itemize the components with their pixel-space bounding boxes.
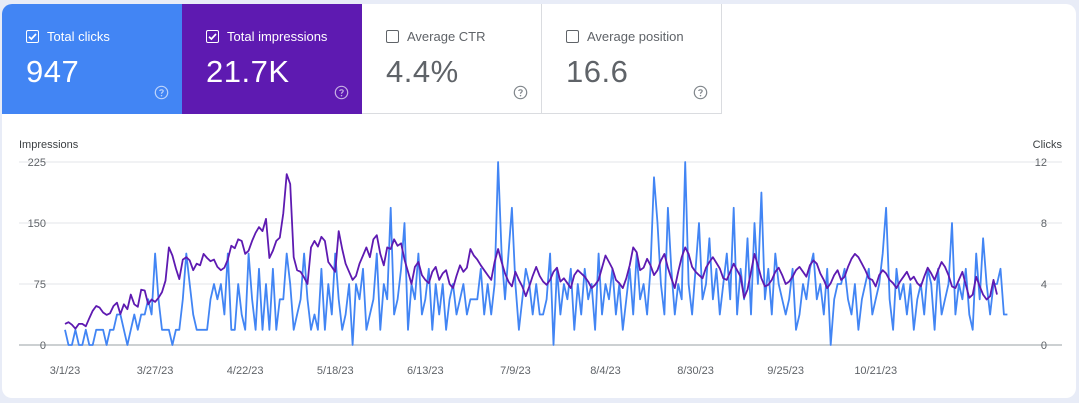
chart-series [64,161,1008,346]
performance-chart: Impressions Clicks 225 150 75 0 12 8 4 0 3/1/2… [19,139,1063,377]
left-axis-ticks: 225 150 75 0 [28,157,46,352]
metric-tabs: Total clicks 947 Total impressions 21.7K [2,4,722,114]
total-impressions-tab[interactable]: Total impressions 21.7K [182,4,362,114]
right-axis-title: Clicks [1033,139,1063,151]
left-axis-tick-label: 75 [34,279,46,291]
average-position-label: Average position [587,29,684,44]
x-axis-tick-label: 6/13/23 [407,365,444,377]
clicks-series-line [64,161,1008,346]
right-axis-tick-label: 4 [1041,279,1047,291]
chart-gridlines [19,161,1062,346]
average-ctr-value: 4.4% [386,54,459,89]
x-axis-tick-label: 3/27/23 [137,365,174,377]
right-axis-tick-label: 0 [1041,340,1047,352]
average-position-tab[interactable]: Average position 16.6 [542,4,722,114]
help-circle-icon[interactable] [513,85,528,100]
average-ctr-tab[interactable]: Average CTR 4.4% [362,4,542,114]
left-axis-tick-label: 225 [28,157,46,169]
checkbox-unchecked-icon[interactable] [566,30,579,43]
impressions-series-line [64,173,998,330]
total-clicks-header: Total clicks [26,29,110,44]
help-circle-icon[interactable] [334,85,349,100]
x-axis-tick-label: 8/4/23 [590,365,621,377]
right-axis-tick-label: 12 [1035,157,1047,169]
x-axis-ticks: 3/1/23 3/27/23 4/22/23 5/18/23 6/13/23 7/9/23… [50,365,897,377]
total-impressions-header: Total impressions [206,29,327,44]
average-position-header: Average position [566,29,684,44]
total-clicks-tab[interactable]: Total clicks 947 [2,4,182,114]
performance-card: Total clicks 947 Total impressions 21.7K [2,4,1076,398]
right-axis-tick-label: 8 [1041,218,1047,230]
total-clicks-label: Total clicks [47,29,110,44]
average-ctr-label: Average CTR [407,29,486,44]
left-axis-title: Impressions [19,139,79,151]
total-clicks-value: 947 [26,54,80,89]
average-ctr-header: Average CTR [386,29,486,44]
left-axis-tick-label: 150 [28,218,46,230]
checkbox-checked-icon[interactable] [206,30,219,43]
checkbox-unchecked-icon[interactable] [386,30,399,43]
x-axis-tick-label: 8/30/23 [677,365,714,377]
x-axis-tick-label: 3/1/23 [50,365,81,377]
average-position-value: 16.6 [566,54,629,89]
help-circle-icon[interactable] [693,85,708,100]
x-axis-tick-label: 9/25/23 [767,365,804,377]
x-axis-tick-label: 10/21/23 [854,365,897,377]
total-impressions-label: Total impressions [227,29,328,44]
x-axis-tick-label: 5/18/23 [317,365,354,377]
x-axis-tick-label: 7/9/23 [500,365,531,377]
right-axis-ticks: 12 8 4 0 [1035,157,1047,352]
left-axis-tick-label: 0 [40,340,46,352]
help-circle-icon[interactable] [154,85,169,100]
checkbox-checked-icon[interactable] [26,30,39,43]
x-axis-tick-label: 4/22/23 [227,365,264,377]
total-impressions-value: 21.7K [206,54,290,89]
